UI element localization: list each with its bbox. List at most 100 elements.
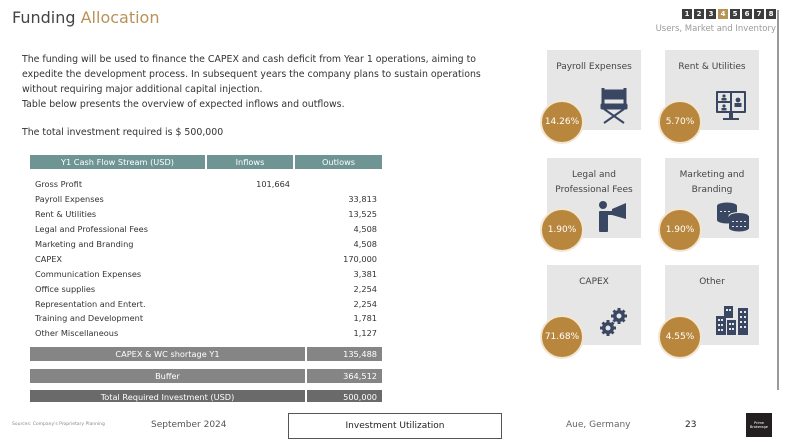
table-row: Legal and Professional Fees 4,508 [30, 222, 382, 237]
directors-chair-icon [600, 88, 628, 124]
nav-page-8[interactable]: 8 [766, 9, 776, 19]
percent-badge-legal: 1.90% [540, 208, 584, 252]
nav-page-6[interactable]: 6 [742, 9, 752, 19]
page-title: Funding Allocation [12, 8, 159, 27]
footer-location: Aue, Germany [566, 420, 631, 430]
row-inflow [207, 207, 295, 222]
nav-page-1[interactable]: 1 [682, 9, 692, 19]
row-inflow [207, 266, 295, 281]
header-outflows: Outlows [295, 155, 382, 169]
row-inflow [207, 222, 295, 237]
row-inflow [207, 326, 295, 341]
row-label: Representation and Entert. [35, 298, 146, 309]
intro-text: The funding will be used to finance the … [22, 52, 512, 112]
spacer [30, 169, 382, 177]
table-row: Rent & Utilities 13,525 [30, 207, 382, 222]
table-row: Gross Profit 101,664 [30, 177, 382, 192]
row-outflow [295, 177, 382, 192]
summary-row-buffer: Buffer 364,512 [30, 369, 382, 383]
row-inflow [207, 237, 295, 252]
table-row: Communication Expenses 3,381 [30, 266, 382, 281]
table-row: Training and Development 1,781 [30, 311, 382, 326]
nav-page-2[interactable]: 2 [694, 9, 704, 19]
intro-paragraph-1: The funding will be used to finance the … [22, 54, 481, 95]
row-label: Office supplies [35, 283, 96, 294]
row-label: Payroll Expenses [35, 194, 104, 205]
card-title: CAPEX [579, 277, 609, 287]
table-header-row: Y1 Cash Flow Stream (USD) Inflows Outlow… [30, 155, 382, 169]
card-other: Other [665, 265, 759, 345]
title-accent: Allocation [80, 8, 160, 27]
megaphone-person-icon [599, 201, 626, 232]
row-outflow: 33,813 [348, 194, 377, 205]
card-title: Other [699, 277, 725, 287]
title-main: Funding [12, 8, 76, 27]
total-investment-statement: The total investment required is $ 500,0… [22, 127, 224, 138]
footer-section-box: Investment Utilization [288, 413, 502, 439]
cash-flow-table: Y1 Cash Flow Stream (USD) Inflows Outlow… [30, 155, 382, 341]
buildings-icon [716, 306, 748, 335]
row-label: Gross Profit [35, 179, 83, 190]
row-outflow: 2,254 [353, 283, 377, 294]
row-outflow: 1,127 [353, 328, 377, 339]
page-navigator: 1 2 3 4 5 6 7 8 [682, 9, 776, 19]
table-row: Office supplies 2,254 [30, 281, 382, 296]
footer-date: September 2024 [151, 420, 227, 430]
row-label: Communication Expenses [35, 268, 142, 279]
page-number: 23 [685, 420, 697, 430]
row-outflow: 170,000 [343, 253, 377, 264]
summary-label: Total Required Investment (USD) [30, 390, 305, 402]
row-inflow [207, 296, 295, 311]
coins-icon [717, 202, 750, 232]
card-title: Payroll Expenses [556, 62, 632, 72]
row-label: Training and Development [35, 313, 144, 324]
card-title: Marketing and Branding [679, 170, 745, 195]
row-outflow: 1,781 [353, 313, 377, 324]
video-conference-icon [716, 91, 746, 120]
summary-label: Buffer [30, 369, 305, 383]
row-label: Rent & Utilities [35, 209, 97, 220]
row-outflow: 13,525 [348, 209, 377, 220]
table-row: Marketing and Branding 4,508 [30, 237, 382, 252]
summary-label: CAPEX & WC shortage Y1 [30, 347, 305, 361]
row-label: Marketing and Branding [35, 239, 134, 249]
card-title: Rent & Utilities [678, 62, 746, 72]
row-inflow [207, 281, 295, 296]
summary-value: 135,488 [307, 347, 382, 361]
header-inflows: Inflows [207, 155, 295, 169]
table-row: Other Miscellaneous 1,127 [30, 326, 382, 341]
row-inflow [207, 251, 295, 266]
nav-page-5[interactable]: 5 [730, 9, 740, 19]
percent-badge-marketing: 1.90% [658, 208, 702, 252]
section-label: Users, Market and Inventory [655, 24, 776, 34]
percent-badge-other: 4.55% [658, 315, 702, 359]
percent-badge-rent: 5.70% [658, 100, 702, 144]
row-outflow: 3,381 [353, 268, 377, 279]
row-label: CAPEX [35, 253, 63, 264]
intro-paragraph-2: Table below presents the overview of exp… [22, 99, 345, 110]
row-outflow: 2,254 [353, 298, 377, 309]
row-inflow [207, 192, 295, 207]
row-inflow [207, 311, 295, 326]
row-label: Other Miscellaneous [35, 328, 119, 339]
gears-icon [600, 308, 627, 336]
header-stream: Y1 Cash Flow Stream (USD) [30, 155, 207, 169]
summary-row-capex-wc: CAPEX & WC shortage Y1 135,488 [30, 347, 382, 361]
footer-source: Sources: Company's Proprietary Planning [12, 422, 105, 427]
percent-badge-capex: 71.68% [540, 315, 584, 359]
table-row: CAPEX 170,000 [30, 251, 382, 266]
row-label: Legal and Professional Fees [35, 224, 148, 235]
row-inflow: 101,664 [256, 179, 290, 190]
card-title: Legal and Professional Fees [555, 170, 633, 195]
nav-page-7[interactable]: 7 [754, 9, 764, 19]
company-logo: Prime Brokerage [746, 413, 772, 437]
right-divider [777, 10, 779, 390]
nav-page-4-active[interactable]: 4 [718, 9, 728, 19]
table-row: Representation and Entert. 2,254 [30, 296, 382, 311]
row-outflow: 4,508 [353, 239, 377, 249]
summary-value: 364,512 [307, 369, 382, 383]
percent-badge-payroll: 14.26% [540, 100, 584, 144]
table-row: Payroll Expenses 33,813 [30, 192, 382, 207]
nav-page-3[interactable]: 3 [706, 9, 716, 19]
summary-row-total: Total Required Investment (USD) 500,000 [30, 390, 382, 402]
